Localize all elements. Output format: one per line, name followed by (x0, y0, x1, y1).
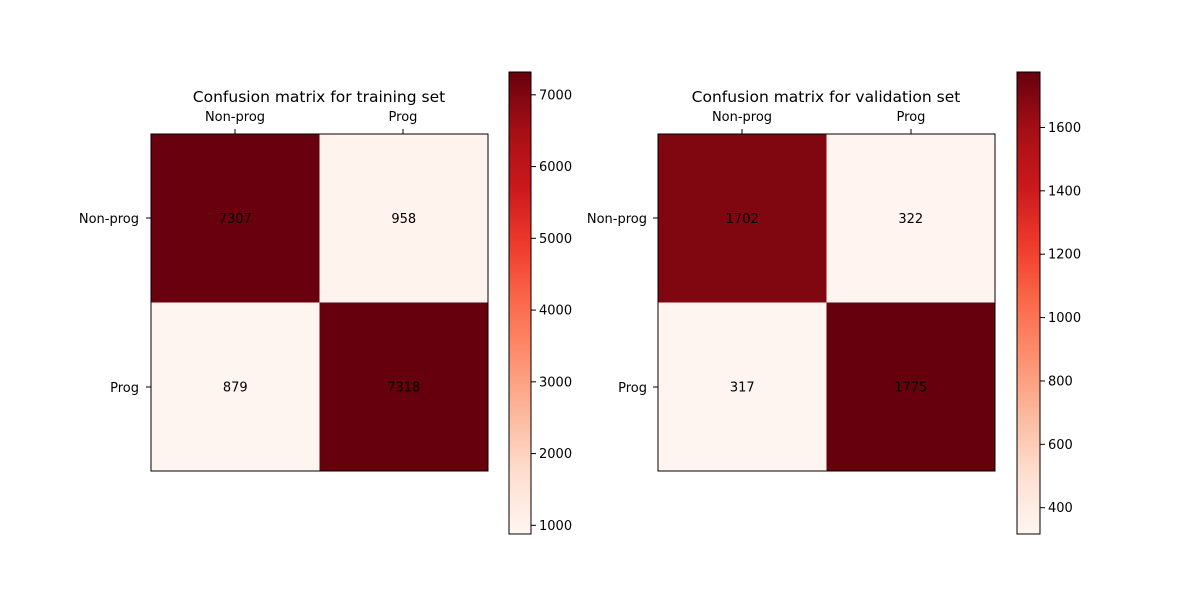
colorbar-tick-label: 7000 (539, 88, 572, 103)
x-tick-label: Prog (389, 110, 418, 125)
cell-value-label: 958 (391, 212, 416, 227)
matrix-frame (657, 133, 996, 472)
colorbar-tick-label: 1200 (1048, 248, 1081, 263)
matrix-cell (826, 302, 995, 471)
cell-value-label: 7307 (219, 212, 252, 227)
x-ticks: Non-prog Prog (712, 110, 926, 134)
colorbar-tick-label: 800 (1048, 374, 1073, 389)
cell-value-label: 879 (223, 380, 248, 395)
y-ticks: Non-prog Prog (79, 212, 151, 396)
y-ticks: Non-prog Prog (587, 212, 658, 396)
colorbar-ticks: 1000 2000 3000 4000 5000 6000 7000 (531, 88, 572, 534)
y-tick-label: Non-prog (587, 212, 647, 227)
y-tick-label: Non-prog (79, 212, 139, 227)
matrix-cell (319, 134, 488, 303)
colorbar-tick-label: 600 (1048, 438, 1073, 453)
colorbar-gradient (1016, 71, 1041, 535)
x-tick-label: Non-prog (205, 110, 265, 125)
cell-value-label: 7318 (387, 380, 420, 395)
chart-title: Confusion matrix for validation set (692, 88, 961, 106)
y-tick-label: Prog (618, 381, 647, 396)
cell-value-label: 1702 (726, 212, 759, 227)
colorbar-tick-label: 1000 (539, 519, 572, 534)
colorbar-tick-label: 2000 (539, 447, 572, 462)
colorbar-tick-label: 1400 (1048, 184, 1081, 199)
training-matrix-panel: Confusion matrix for training set 7307 95… (79, 71, 572, 535)
cell-value-label: 322 (898, 212, 923, 227)
cell-value-label: 317 (730, 380, 755, 395)
colorbar-ticks: 400 600 800 1000 1200 1400 1600 (1040, 121, 1081, 516)
matrix-cell (826, 134, 995, 303)
matrix-frame (150, 133, 489, 472)
matrix-cell (151, 134, 320, 303)
matrix-cell (319, 302, 488, 471)
colorbar-tick-label: 6000 (539, 160, 572, 175)
colorbar-tick-label: 400 (1048, 501, 1073, 516)
colorbar-tick-label: 1600 (1048, 121, 1081, 136)
matrix-cell (658, 134, 827, 303)
colorbar-tick-label: 3000 (539, 375, 572, 390)
cell-value-label: 1775 (894, 380, 927, 395)
colorbar: 1000 2000 3000 4000 5000 6000 7000 (508, 71, 572, 535)
x-ticks: Non-prog Prog (205, 110, 418, 134)
x-tick-label: Prog (897, 110, 926, 125)
matrix-cell (658, 302, 827, 471)
matrix-cells: 7307 958 879 7318 (151, 134, 488, 471)
chart-title: Confusion matrix for training set (193, 88, 445, 106)
y-tick-label: Prog (110, 381, 139, 396)
validation-matrix-panel: Confusion matrix for validation set 1702… (587, 71, 1081, 535)
x-tick-label: Non-prog (712, 110, 772, 125)
colorbar-gradient (508, 71, 532, 535)
matrix-cells: 1702 322 317 1775 (658, 134, 995, 471)
colorbar-tick-label: 4000 (539, 304, 572, 319)
matrix-cell (151, 302, 320, 471)
colorbar-tick-label: 5000 (539, 232, 572, 247)
colorbar-tick-label: 1000 (1048, 311, 1081, 326)
colorbar: 400 600 800 1000 1200 1400 1600 (1016, 71, 1081, 535)
